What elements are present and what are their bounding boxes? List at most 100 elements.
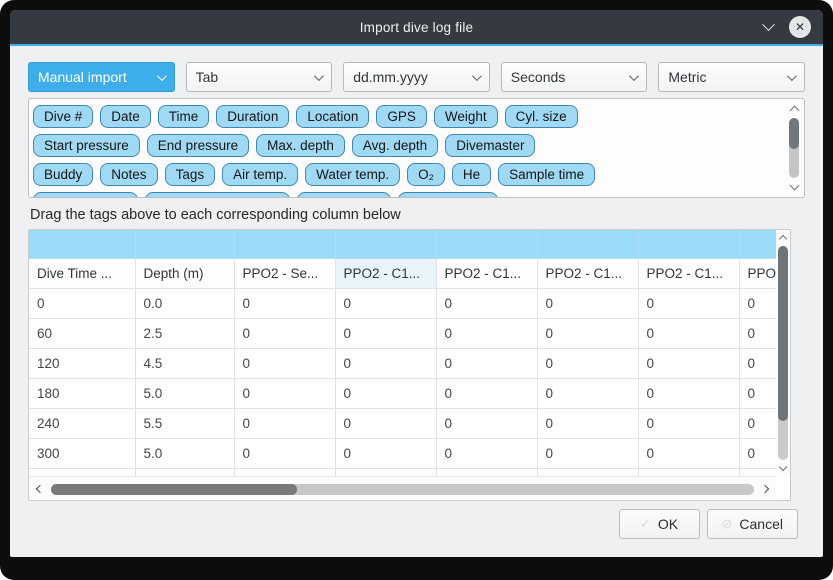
tag-o-[interactable]: O₂ bbox=[407, 163, 445, 186]
tag-tags[interactable]: Tags bbox=[164, 163, 216, 186]
cell: 0 bbox=[435, 437, 538, 469]
cell: 0 bbox=[738, 287, 776, 319]
tag-sample-temperature[interactable]: Sample temperature bbox=[145, 192, 290, 197]
cell: 0 bbox=[233, 437, 336, 469]
tag-location[interactable]: Location bbox=[296, 105, 370, 128]
tag-end-pressure[interactable]: End pressure bbox=[146, 134, 250, 157]
cell bbox=[435, 467, 538, 476]
scroll-right-icon[interactable] bbox=[760, 484, 770, 494]
chevron-down-icon[interactable] bbox=[762, 17, 775, 31]
cell: 0.0 bbox=[134, 287, 235, 319]
dropdown-manual-import[interactable]: Manual import bbox=[28, 62, 175, 92]
cell: 300 bbox=[29, 437, 136, 469]
cell: 5.5 bbox=[134, 407, 235, 439]
cell bbox=[233, 467, 336, 476]
dropdown-seconds[interactable]: Seconds bbox=[500, 62, 648, 92]
tag-cyl-size[interactable]: Cyl. size bbox=[504, 105, 578, 128]
cell bbox=[334, 467, 437, 476]
drop-cell[interactable] bbox=[29, 230, 136, 259]
close-icon[interactable]: ✕ bbox=[789, 16, 811, 38]
dropdown-dd-mm-yyyy[interactable]: dd.mm.yyyy bbox=[343, 62, 490, 92]
drop-target-row bbox=[29, 230, 776, 259]
cell: 0 bbox=[233, 287, 336, 319]
cell: 2.5 bbox=[134, 317, 235, 349]
scrollbar-thumb[interactable] bbox=[51, 484, 298, 495]
tag-list: Dive # Date Time Duration Location GPS Weight C… bbox=[33, 102, 784, 197]
column-header[interactable]: Dive Time ... bbox=[29, 257, 136, 289]
check-icon: ✓ bbox=[639, 516, 651, 531]
dialog-content: Manual import Tab dd.mm.yyyy Seconds Metric … bbox=[10, 46, 823, 557]
tag-avg-depth[interactable]: Avg. depth bbox=[351, 134, 439, 157]
column-header[interactable]: PPO2 - C1... bbox=[435, 257, 538, 289]
tag-buddy[interactable]: Buddy bbox=[33, 163, 94, 186]
drop-cell[interactable] bbox=[233, 230, 336, 259]
cell bbox=[134, 467, 235, 476]
tag-dive-[interactable]: Dive # bbox=[33, 105, 94, 128]
cell: 0 bbox=[738, 317, 776, 349]
tag-panel-scrollbar[interactable] bbox=[787, 101, 802, 195]
preview-grid: Dive Time ... Depth (m) PPO2 - Se... PPO2 -… bbox=[29, 230, 776, 476]
tag-air-temp-[interactable]: Air temp. bbox=[222, 163, 299, 186]
cell bbox=[29, 467, 136, 476]
chevron-down-icon bbox=[314, 70, 325, 81]
titlebar[interactable]: Import dive log file ✕ bbox=[10, 10, 823, 44]
tag-date[interactable]: Date bbox=[100, 105, 151, 128]
cell: 0 bbox=[536, 317, 639, 349]
scrollbar-track[interactable] bbox=[778, 246, 788, 460]
tag-time[interactable]: Time bbox=[157, 105, 210, 128]
drop-cell[interactable] bbox=[334, 230, 437, 259]
table-vertical-scrollbar[interactable] bbox=[776, 230, 790, 476]
scrollbar-track[interactable] bbox=[51, 484, 754, 495]
dropdown-tab[interactable]: Tab bbox=[185, 62, 333, 92]
tag-sample-time[interactable]: Sample time bbox=[498, 163, 596, 186]
cell: 0 bbox=[738, 377, 776, 409]
column-header[interactable]: PPO2 - C1... bbox=[334, 257, 437, 289]
tag-water-temp-[interactable]: Water temp. bbox=[305, 163, 401, 186]
drop-cell[interactable] bbox=[134, 230, 235, 259]
cell: 0 bbox=[334, 437, 437, 469]
dropdown-value: Manual import bbox=[38, 69, 127, 85]
scrollbar-track[interactable] bbox=[789, 118, 799, 178]
cell: 0 bbox=[536, 407, 639, 439]
column-header[interactable]: PPO2 - C1... bbox=[536, 257, 639, 289]
scroll-left-icon[interactable] bbox=[35, 484, 45, 494]
titlebar-controls: ✕ bbox=[762, 10, 811, 44]
scroll-up-icon[interactable] bbox=[789, 105, 800, 116]
tag-divemaster[interactable]: Divemaster bbox=[445, 134, 536, 157]
cell: 0 bbox=[334, 407, 437, 439]
cancel-button[interactable]: ⊘ Cancel bbox=[706, 509, 798, 539]
tag-notes[interactable]: Notes bbox=[100, 163, 158, 186]
dropdown-metric[interactable]: Metric bbox=[658, 62, 805, 92]
column-header[interactable]: Depth (m) bbox=[134, 257, 235, 289]
tag-sample-cns[interactable]: Sample CNS bbox=[398, 192, 499, 197]
cancel-circle-icon: ⊘ bbox=[721, 516, 733, 531]
cell: 0 bbox=[637, 347, 740, 379]
scroll-up-icon[interactable] bbox=[778, 234, 788, 244]
tag-start-pressure[interactable]: Start pressure bbox=[33, 134, 140, 157]
column-header[interactable]: PPO2 - C1... bbox=[637, 257, 740, 289]
column-header[interactable]: PPO2 bbox=[738, 257, 776, 289]
scrollbar-thumb[interactable] bbox=[789, 118, 799, 150]
column-header[interactable]: PPO2 - Se... bbox=[233, 257, 336, 289]
scrollbar-thumb[interactable] bbox=[778, 246, 788, 422]
tag-gps[interactable]: GPS bbox=[376, 105, 427, 128]
tag-sample-po-[interactable]: Sample pO₂ bbox=[296, 192, 392, 197]
scroll-down-icon[interactable] bbox=[789, 180, 800, 191]
drop-cell[interactable] bbox=[637, 230, 740, 259]
scroll-down-icon[interactable] bbox=[778, 462, 788, 472]
tag-max-depth[interactable]: Max. depth bbox=[256, 134, 345, 157]
cell: 0 bbox=[334, 287, 437, 319]
tag-duration[interactable]: Duration bbox=[216, 105, 290, 128]
table-horizontal-scrollbar[interactable] bbox=[29, 476, 776, 500]
cell: 0 bbox=[637, 287, 740, 319]
drop-cell[interactable] bbox=[738, 230, 776, 259]
tag-he[interactable]: He bbox=[451, 163, 492, 186]
drop-cell[interactable] bbox=[435, 230, 538, 259]
tag-sample-depth[interactable]: Sample depth bbox=[33, 192, 139, 197]
tag-weight[interactable]: Weight bbox=[433, 105, 498, 128]
drop-cell[interactable] bbox=[536, 230, 639, 259]
cell: 0 bbox=[738, 347, 776, 379]
cell: 0 bbox=[637, 437, 740, 469]
ok-button[interactable]: ✓ OK bbox=[618, 509, 700, 539]
chevron-down-icon bbox=[156, 70, 167, 81]
